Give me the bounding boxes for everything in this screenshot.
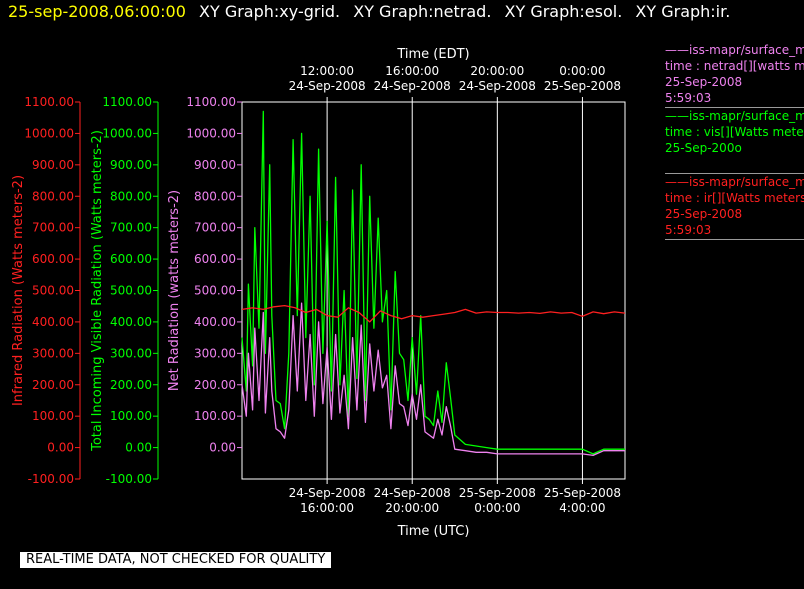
y-tick-label: 400.00 [194, 315, 236, 329]
y-axis-title: Infrared Radiation (Watts meters-2) [11, 175, 26, 406]
y-tick-label: 500.00 [194, 284, 236, 298]
series-line-2 [242, 306, 625, 322]
legend-line: 5:59:03 [665, 90, 804, 106]
top-tick-label: 0:00:00 [559, 64, 605, 78]
x-tick-label: 4:00:00 [559, 501, 605, 515]
top-tick-label: 24-Sep-2008 [459, 79, 536, 93]
y-tick-label: 200.00 [32, 378, 74, 392]
x-tick-label: 24-Sep-2008 [374, 486, 451, 500]
y-tick-label: 500.00 [110, 284, 152, 298]
legend-entry-netrad[interactable]: ——iss-mapr/surface_m time : netrad[][wat… [665, 42, 804, 108]
y-tick-label: 600.00 [110, 252, 152, 266]
x-tick-label: 25-Sep-2008 [459, 486, 536, 500]
top-axis-title: Time (EDT) [396, 47, 469, 62]
y-axis-title: Net Radiation (watts meters-2) [167, 190, 182, 391]
y-tick-label: -100.00 [28, 472, 74, 486]
y-tick-label: 100.00 [32, 409, 74, 423]
legend-line: 25-Sep-2008 [665, 74, 804, 90]
bottom-axis-title: Time (UTC) [397, 524, 470, 539]
y-tick-label: 300.00 [110, 346, 152, 360]
y-tick-label: 300.00 [194, 346, 236, 360]
y-tick-label: -100.00 [106, 472, 152, 486]
legend-line [665, 156, 804, 172]
y-tick-label: 700.00 [194, 221, 236, 235]
y-tick-label: 600.00 [194, 252, 236, 266]
legend-line: time : netrad[][watts m [665, 58, 804, 74]
y-tick-label: 100.00 [110, 409, 152, 423]
legend-entry-ir[interactable]: ——iss-mapr/surface_m time : ir[][Watts m… [665, 174, 804, 240]
top-tick-label: 24-Sep-2008 [374, 79, 451, 93]
y-tick-label: 1000.00 [102, 126, 152, 140]
top-tick-label: 24-Sep-2008 [289, 79, 366, 93]
legend-line: ——iss-mapr/surface_m [665, 108, 804, 124]
y-tick-label: 900.00 [110, 158, 152, 172]
x-tick-label: 25-Sep-2008 [544, 486, 621, 500]
radiation-chart: 24-Sep-200816:00:0024-Sep-200820:00:0025… [0, 0, 660, 545]
x-tick-label: 20:00:00 [385, 501, 439, 515]
y-tick-label: 0.00 [47, 441, 74, 455]
y-tick-label: 600.00 [32, 252, 74, 266]
legend-entry-vis[interactable]: ——iss-mapr/surface_m time : vis[][Watts … [665, 108, 804, 174]
legend-line: 25-Sep-200o [665, 140, 804, 156]
series-line-0 [242, 111, 625, 454]
legend-line: 25-Sep-2008 [665, 206, 804, 222]
y-tick-label: 500.00 [32, 284, 74, 298]
top-tick-label: 25-Sep-2008 [544, 79, 621, 93]
y-tick-label: 400.00 [32, 315, 74, 329]
legend-line: ——iss-mapr/surface_m [665, 174, 804, 190]
y-tick-label: 900.00 [32, 158, 74, 172]
y-axis-title: Total Incoming Visible Radiation (Watts … [90, 130, 105, 452]
y-tick-label: 700.00 [32, 221, 74, 235]
y-tick-label: 800.00 [194, 189, 236, 203]
x-tick-label: 24-Sep-2008 [289, 486, 366, 500]
legend-line: time : vis[][Watts mete [665, 124, 804, 140]
x-tick-label: 0:00:00 [474, 501, 520, 515]
y-tick-label: 1100.00 [24, 95, 74, 109]
y-tick-label: 800.00 [32, 189, 74, 203]
y-tick-label: 1100.00 [186, 95, 236, 109]
legend-line: time : ir[][Watts meters [665, 190, 804, 206]
y-tick-label: 1000.00 [24, 126, 74, 140]
y-tick-label: 300.00 [32, 346, 74, 360]
y-tick-label: 400.00 [110, 315, 152, 329]
y-tick-label: 100.00 [194, 409, 236, 423]
y-tick-label: 800.00 [110, 189, 152, 203]
y-tick-label: 1100.00 [102, 95, 152, 109]
top-tick-label: 20:00:00 [470, 64, 524, 78]
y-tick-label: 0.00 [209, 441, 236, 455]
y-tick-label: 200.00 [110, 378, 152, 392]
top-tick-label: 12:00:00 [300, 64, 354, 78]
x-tick-label: 16:00:00 [300, 501, 354, 515]
series-line-1 [242, 303, 625, 455]
legend-line: ——iss-mapr/surface_m [665, 42, 804, 58]
y-tick-label: 700.00 [110, 221, 152, 235]
quality-notice: REAL-TIME DATA, NOT CHECKED FOR QUALITY [20, 552, 331, 568]
y-tick-label: 200.00 [194, 378, 236, 392]
y-tick-label: 1000.00 [186, 126, 236, 140]
legend-line: 5:59:03 [665, 222, 804, 238]
y-tick-label: 0.00 [125, 441, 152, 455]
y-tick-label: 900.00 [194, 158, 236, 172]
legend-panel: ——iss-mapr/surface_m time : netrad[][wat… [665, 42, 804, 240]
top-tick-label: 16:00:00 [385, 64, 439, 78]
